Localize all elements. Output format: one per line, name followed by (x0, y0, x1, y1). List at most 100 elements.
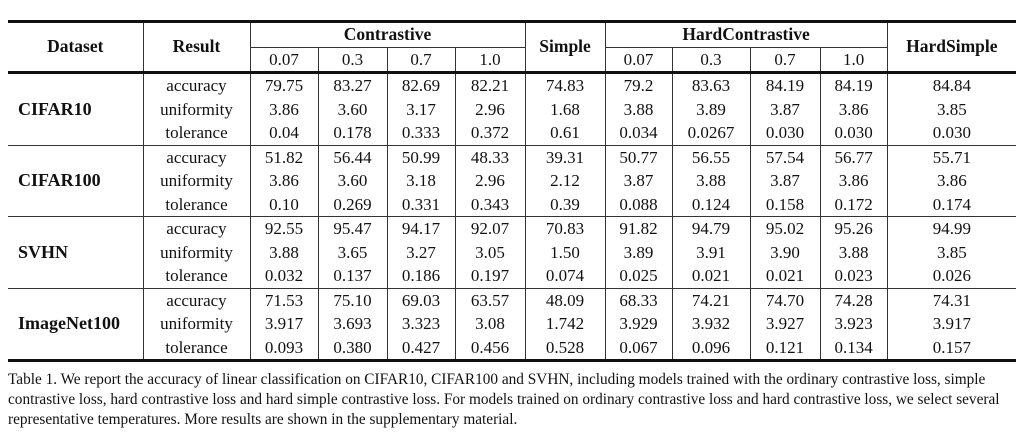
value-cell: 3.323 (387, 312, 456, 336)
temp-header: 1.0 (455, 47, 526, 73)
value-cell: 84.19 (820, 71, 888, 98)
metric-label: tolerance (143, 335, 251, 361)
value-cell: 74.31 (887, 287, 1017, 312)
value-cell: 91.82 (605, 216, 673, 241)
metric-label: accuracy (143, 287, 251, 312)
value-cell: 0.124 (672, 192, 751, 217)
header-hard-contrastive: HardContrastive (605, 21, 888, 48)
table-row: CIFAR10 accuracy 79.75 83.27 82.69 82.21 74.83… (8, 71, 1017, 145)
value-cell: 0.380 (318, 335, 388, 361)
value-cell: 0.186 (387, 264, 456, 288)
value-cell: 0.269 (318, 192, 388, 217)
value-cell: 0.331 (387, 192, 456, 217)
value-cell: 74.21 (672, 287, 751, 312)
value-cell: 56.77 (820, 144, 888, 169)
value-cell: 95.26 (820, 216, 888, 241)
value-cell: 83.63 (672, 71, 751, 98)
value-cell: 75.10 (318, 287, 388, 312)
value-cell: 3.60 (318, 97, 388, 121)
value-cell: 0.023 (820, 264, 888, 288)
table-row: uniformity 3.86 3.60 3.18 2.96 2.12 3.87 3.88 3.… (8, 169, 1016, 193)
value-cell: 0.021 (750, 264, 821, 288)
value-cell: 50.99 (387, 144, 456, 169)
value-cell: 0.021 (672, 264, 751, 288)
value-cell: 3.89 (672, 97, 751, 121)
value-cell: 0.39 (525, 192, 606, 217)
value-cell: 3.88 (250, 240, 319, 264)
metric-label: uniformity (143, 312, 251, 336)
value-cell: 74.70 (750, 287, 821, 312)
value-cell: 3.85 (936, 242, 967, 262)
table-row: tolerance 0.10 0.269 0.331 0.343 0.39 0.088 0.1… (8, 192, 1016, 217)
table-row: CIFAR100 accuracy 51.82 56.44 50.99 48.33 39.3… (8, 144, 1017, 217)
value-cell: 74.28 (820, 287, 888, 312)
value-cell: 2.12 (525, 169, 606, 193)
value-cell: 0.174 (932, 194, 971, 214)
value-cell: 0.121 (750, 335, 821, 361)
value-cell: 2.96 (455, 169, 526, 193)
value-cell: 0.528 (525, 335, 606, 361)
value-cell: 79.2 (605, 71, 673, 98)
value-cell: 94.99 (887, 216, 1017, 241)
value-cell: 0.172 (820, 192, 888, 217)
value-cell: 0.034 (605, 121, 673, 145)
header-hard-simple: HardSimple (906, 36, 998, 57)
value-cell: 92.07 (455, 216, 526, 241)
value-cell: 3.91 (672, 240, 751, 264)
value-cell: 3.86 (820, 169, 888, 193)
value-cell: 0.134 (820, 335, 888, 361)
value-cell: 0.10 (250, 192, 319, 217)
table-row: ImageNet100 accuracy 71.53 75.10 69.03 63.57 4… (8, 287, 1017, 361)
value-cell: 0.088 (605, 192, 673, 217)
temp-header: 0.3 (318, 47, 388, 73)
value-cell: 0.157 (932, 337, 971, 357)
table-row: tolerance 0.093 0.380 0.427 0.456 0.528 0.067 0… (8, 335, 1016, 361)
table-row: uniformity 3.86 3.60 3.17 2.96 1.68 3.88 3.89 3.… (8, 97, 1016, 121)
value-cell: 0.074 (525, 264, 606, 288)
value-cell: 0.030 (932, 123, 971, 142)
value-cell: 0.0267 (672, 121, 751, 145)
value-cell: 3.89 (605, 240, 673, 264)
value-cell: 83.27 (318, 71, 388, 98)
value-cell: 69.03 (387, 287, 456, 312)
value-cell: 51.82 (250, 144, 319, 169)
value-cell: 0.032 (250, 264, 319, 288)
metric-label: uniformity (143, 169, 251, 193)
header-result: Result (143, 21, 251, 73)
value-cell: 0.456 (455, 335, 526, 361)
value-cell: 3.923 (820, 312, 888, 336)
value-cell: 3.60 (318, 169, 388, 193)
value-cell: 3.932 (672, 312, 751, 336)
temp-header: 0.7 (750, 47, 821, 73)
metric-label: accuracy (143, 144, 251, 169)
value-cell: 3.18 (387, 169, 456, 193)
value-cell: 3.65 (318, 240, 388, 264)
table-row: uniformity 3.88 3.65 3.27 3.05 1.50 3.89 3.91 3.… (8, 240, 1016, 264)
value-cell: 3.86 (820, 97, 888, 121)
value-cell: 3.87 (750, 97, 821, 121)
value-cell: 39.31 (525, 144, 606, 169)
value-cell: 3.693 (318, 312, 388, 336)
value-cell: 84.19 (750, 71, 821, 98)
value-cell: 0.61 (525, 121, 606, 145)
value-cell: 3.85 (936, 99, 967, 119)
metric-label: accuracy (143, 216, 251, 241)
header-dataset: Dataset (8, 21, 144, 73)
value-cell: 3.88 (672, 169, 751, 193)
value-cell: 3.927 (750, 312, 821, 336)
value-cell: 3.87 (750, 169, 821, 193)
value-cell: 84.84 (887, 71, 1017, 98)
value-cell: 2.96 (455, 97, 526, 121)
value-cell: 0.372 (455, 121, 526, 145)
dataset-name: CIFAR100 (8, 144, 144, 217)
value-cell: 0.026 (932, 266, 971, 285)
header-simple: Simple (525, 21, 606, 73)
value-cell: 0.030 (820, 121, 888, 145)
table-row: tolerance 0.032 0.137 0.186 0.197 0.074 0.025 0… (8, 264, 1016, 288)
value-cell: 70.83 (525, 216, 606, 241)
metric-label: tolerance (143, 121, 251, 145)
temp-header: 0.07 (250, 47, 319, 73)
value-cell: 0.178 (318, 121, 388, 145)
table-row: SVHN accuracy 92.55 95.47 94.17 92.07 70.83 91.… (8, 216, 1017, 288)
metric-label: uniformity (143, 240, 251, 264)
